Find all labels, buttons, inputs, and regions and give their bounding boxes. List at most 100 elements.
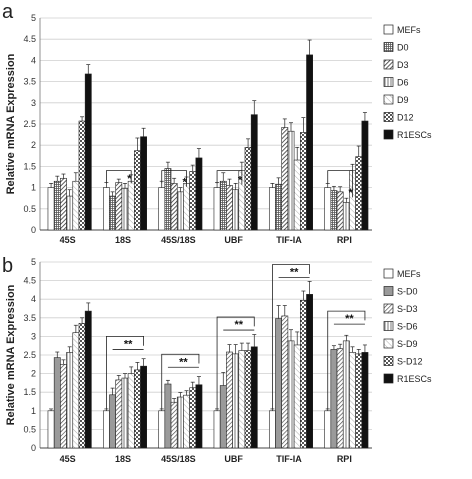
bar xyxy=(66,195,74,231)
bar xyxy=(244,147,252,231)
bar xyxy=(213,410,221,449)
y-tick-label: 1 xyxy=(31,406,36,416)
bar xyxy=(140,136,147,231)
significance-label: ** xyxy=(124,338,133,350)
y-tick-label: 4 xyxy=(31,55,36,65)
bar xyxy=(213,187,221,231)
x-tick-label: TIF-IA xyxy=(276,235,302,245)
panel-letter: b xyxy=(2,255,13,277)
legend-label: S-D3 xyxy=(397,304,418,314)
x-tick-label: 45S xyxy=(60,235,76,245)
legend-label: D0 xyxy=(397,43,409,53)
bar xyxy=(336,191,344,231)
bar xyxy=(293,159,301,231)
y-tick-label: 1.5 xyxy=(23,161,36,171)
panel-a-chart: a 0 0.5 1 1.5 2 2.5 3 3.5 4 4.5 5 Relative mRNA Expr… xyxy=(2,1,432,245)
bar xyxy=(287,130,295,231)
y-axis-title: Relative mRNA Expression xyxy=(5,53,17,194)
legend-label: S-D0 xyxy=(397,287,418,297)
x-tick-label: 45S/18S xyxy=(161,454,196,464)
significance-bracket xyxy=(161,353,200,409)
bar xyxy=(324,410,332,449)
legend-label: R1ESCs xyxy=(397,130,432,140)
bar xyxy=(281,127,289,231)
legend-label: S-D12 xyxy=(397,357,423,367)
x-tick-label: UBF xyxy=(224,454,243,464)
bar xyxy=(219,385,227,449)
y-tick-label: 1.5 xyxy=(23,387,36,397)
legend-swatch xyxy=(383,286,394,296)
significance-label: * xyxy=(127,173,132,185)
bar xyxy=(164,383,172,449)
bar xyxy=(127,180,135,231)
legend-label: D3 xyxy=(397,60,409,70)
bar xyxy=(183,183,190,231)
significance-bracket xyxy=(106,170,132,184)
bar xyxy=(176,396,184,449)
bar xyxy=(115,379,123,449)
bar xyxy=(103,187,110,231)
bar xyxy=(53,180,61,231)
bar xyxy=(78,120,86,231)
bar xyxy=(330,190,338,231)
bar xyxy=(355,353,363,449)
significance-bracket xyxy=(216,316,255,409)
x-tick-label: 45S/18S xyxy=(161,235,196,245)
y-tick-label: 4 xyxy=(31,294,36,304)
x-tick-label: 45S xyxy=(60,454,76,464)
bar xyxy=(219,180,227,231)
significance-label: ** xyxy=(290,267,299,279)
legend-swatch xyxy=(383,321,394,331)
bar xyxy=(361,120,369,231)
bar xyxy=(60,363,67,449)
y-tick-label: 4.5 xyxy=(23,34,36,44)
legend-label: S-D6 xyxy=(397,322,418,332)
x-tick-label: RPI xyxy=(337,454,352,464)
bar xyxy=(275,183,282,231)
bar xyxy=(78,323,86,449)
bar xyxy=(287,340,295,449)
bar xyxy=(361,352,369,449)
bar xyxy=(158,187,166,231)
bar xyxy=(244,350,252,449)
significance-bracket xyxy=(327,310,366,409)
bar xyxy=(250,114,258,231)
significance-bracket xyxy=(327,170,353,198)
y-tick-label: 3.5 xyxy=(23,313,36,323)
bar xyxy=(109,195,116,231)
legend-label: D9 xyxy=(397,95,409,105)
significance-bracket xyxy=(216,170,243,185)
y-tick-label: 4.5 xyxy=(23,276,36,286)
y-tick-label: 2.5 xyxy=(23,350,36,360)
bar xyxy=(306,294,313,449)
bar xyxy=(342,202,350,231)
legend-swatch xyxy=(383,356,394,366)
bar xyxy=(176,191,184,231)
bar xyxy=(189,387,197,449)
bar xyxy=(250,346,258,449)
bar xyxy=(134,150,141,231)
bar xyxy=(349,352,356,449)
legend-swatch xyxy=(383,77,394,87)
x-tick-label: 18S xyxy=(115,235,131,245)
bar xyxy=(183,394,190,449)
bar xyxy=(355,156,363,231)
bar xyxy=(47,410,55,449)
legend-label: D6 xyxy=(397,78,409,88)
bar xyxy=(189,171,197,231)
legend-swatch xyxy=(383,338,394,349)
significance-label: ** xyxy=(234,319,243,331)
legend-label: MEFs xyxy=(397,269,421,279)
significance-label: * xyxy=(238,174,243,186)
x-tick-label: UBF xyxy=(224,235,243,245)
bar xyxy=(72,180,80,231)
y-tick-label: 0 xyxy=(31,225,36,235)
bar xyxy=(53,357,61,449)
y-tick-label: 3 xyxy=(31,331,36,341)
legend-label: S-D9 xyxy=(397,339,418,349)
bar xyxy=(164,168,172,231)
significance-bracket xyxy=(161,170,187,187)
bar xyxy=(293,344,301,449)
bar xyxy=(84,310,92,449)
